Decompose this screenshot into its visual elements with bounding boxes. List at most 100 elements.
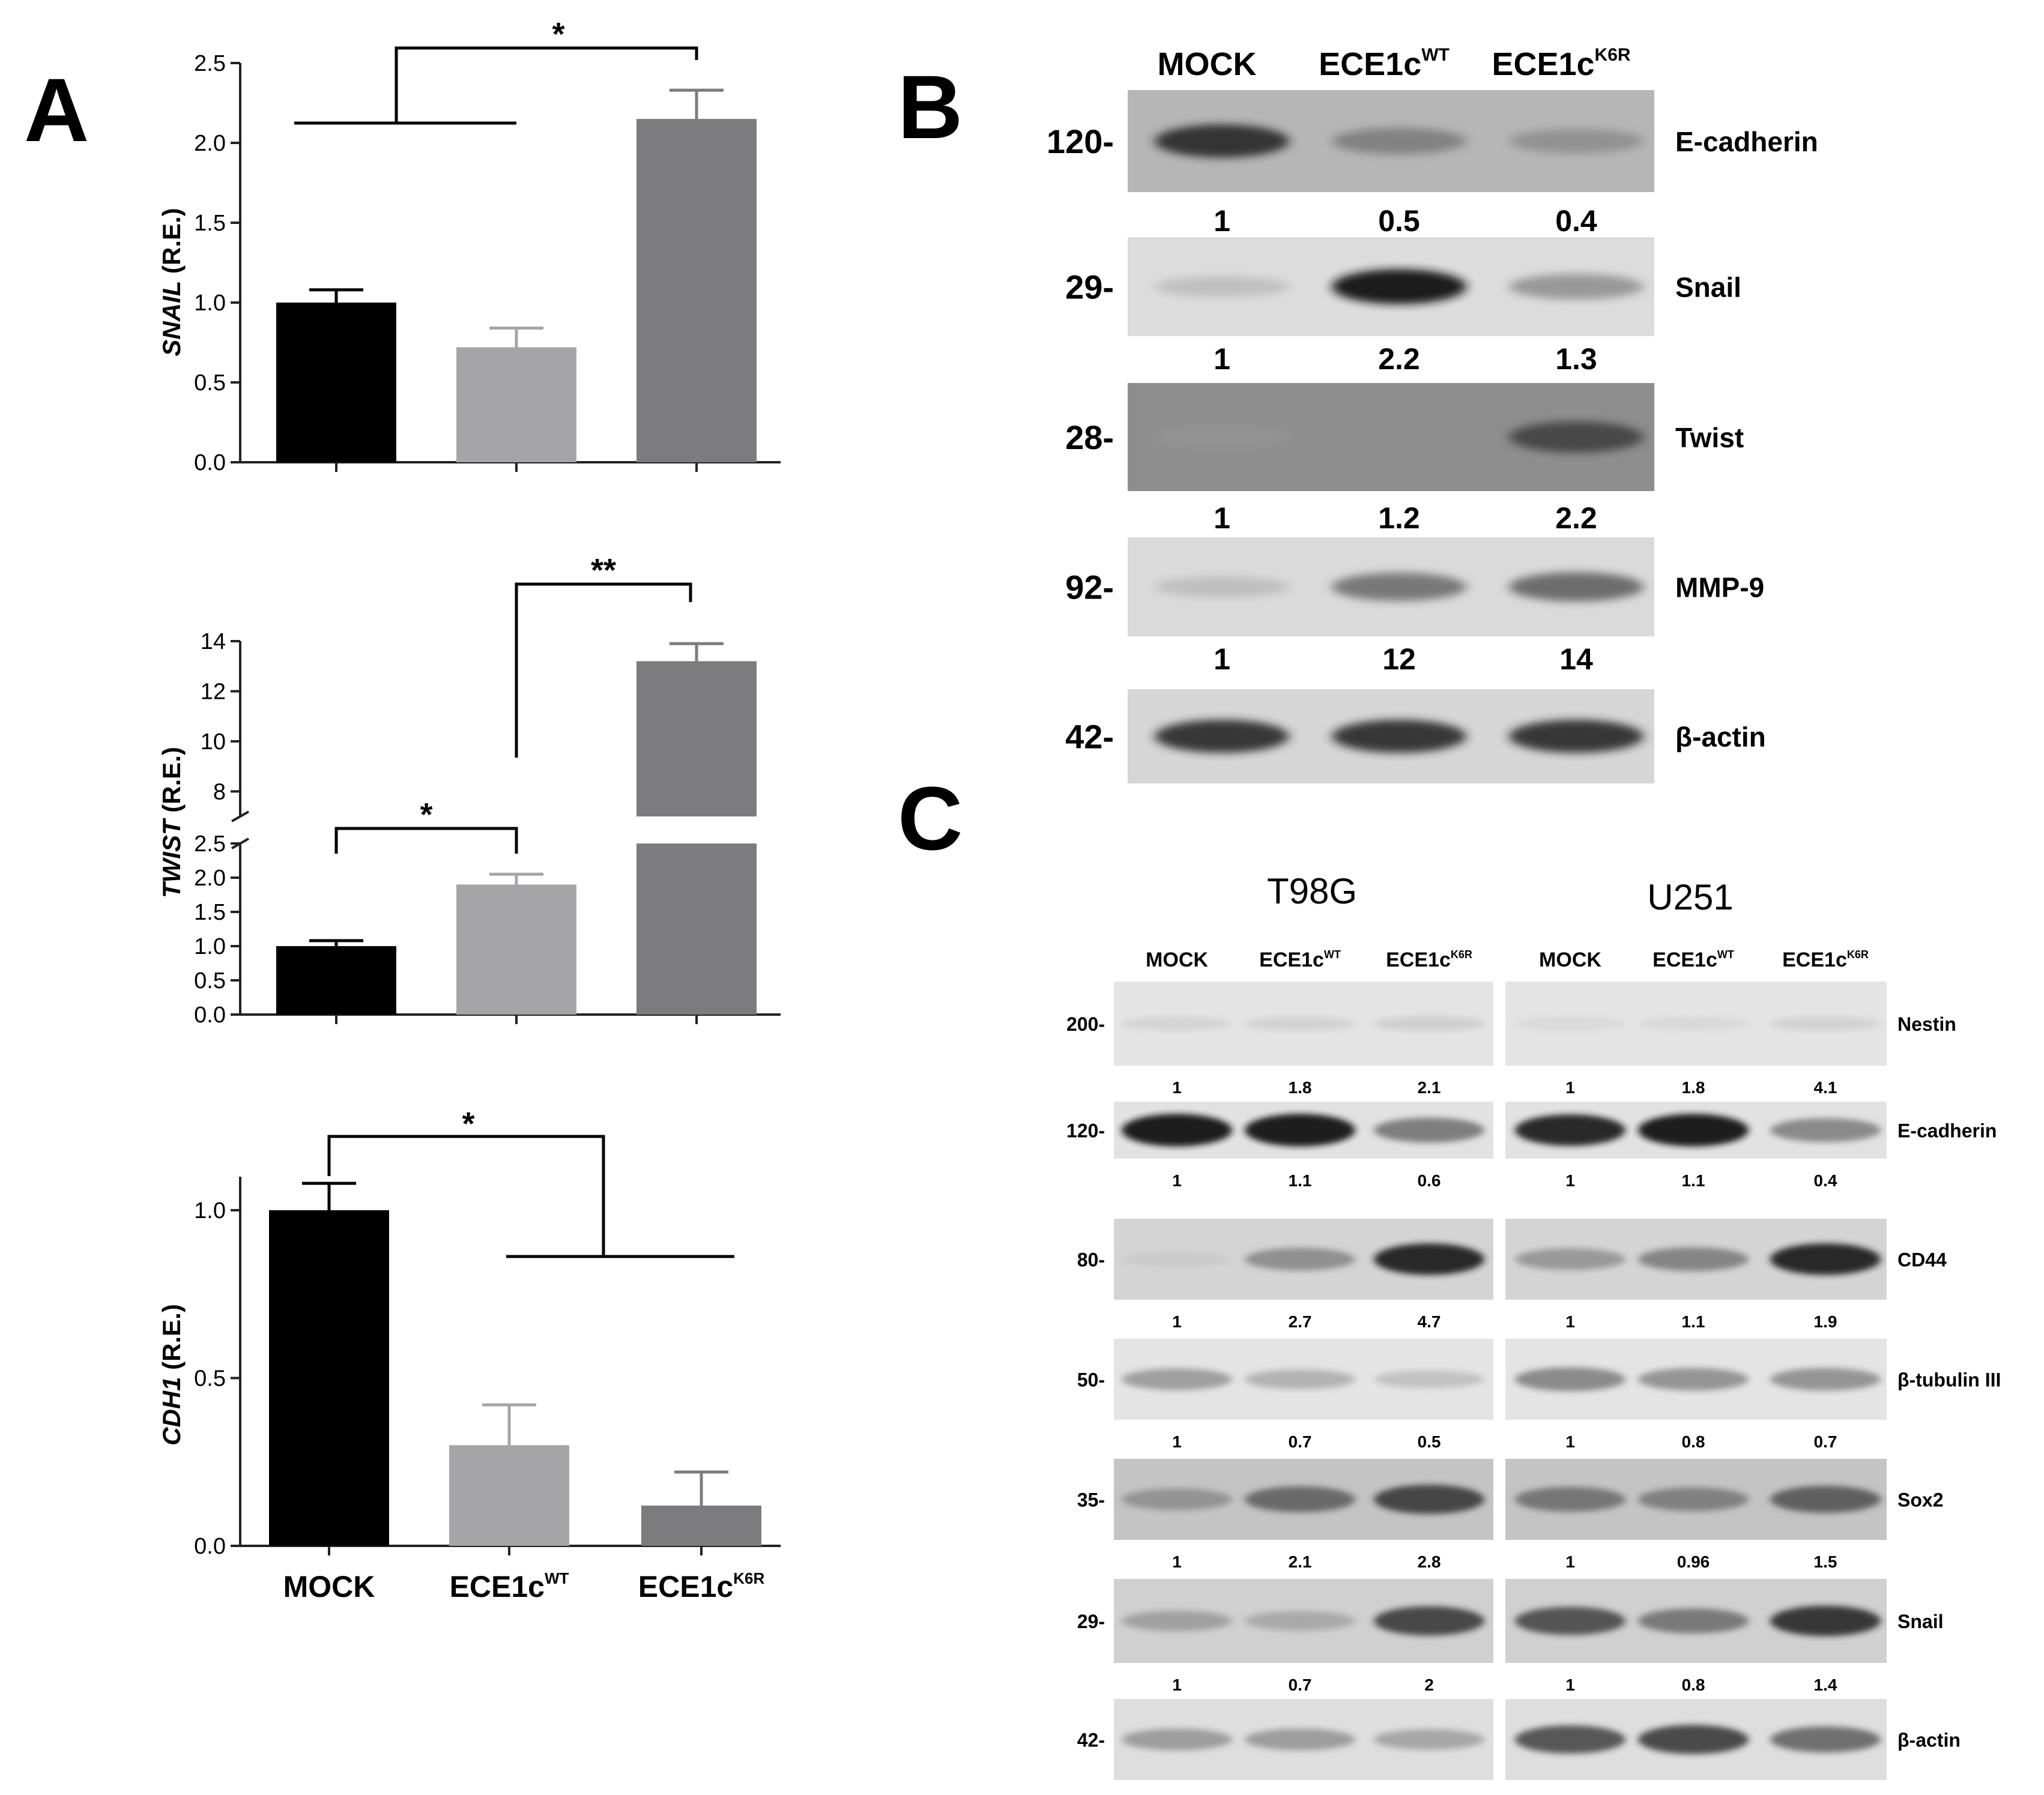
blot-c-band (1515, 1248, 1625, 1270)
blot-c-band (1515, 1486, 1625, 1512)
blot-c-t98g-quant-value: 1.1 (1289, 1171, 1312, 1190)
blot-c-t98g-quant-value: 2.1 (1289, 1552, 1312, 1571)
blot-c-u251-quant-value: 1.9 (1814, 1312, 1837, 1331)
blot-b-lane-wt-text: ECE1c (1319, 46, 1421, 82)
twist-bar-mock (276, 946, 396, 1015)
blot-c-u251-quant-value: 1 (1565, 1676, 1575, 1694)
blot-c-mw-marker: 120- (1066, 1120, 1105, 1142)
blot-c-band (1770, 1243, 1881, 1275)
blot-b-band (1155, 276, 1289, 297)
blot-b-quant-value: 1 (1214, 342, 1230, 376)
twist-sig-star-single: * (420, 797, 432, 833)
blot-b-band (1332, 719, 1466, 753)
blot-b-band (1332, 572, 1466, 602)
snail-y-tick-label: 1.0 (194, 291, 226, 316)
blot-c-u251-quant-value: 1.8 (1682, 1078, 1705, 1097)
blot-c-u251-quant-value: 1.1 (1682, 1312, 1705, 1331)
twist-y-tick-label: 1.0 (194, 934, 226, 959)
blot-c-band (1638, 1608, 1749, 1634)
blot-c-mw-marker: 50- (1077, 1369, 1105, 1391)
cdh1-sig-bracket (327, 1135, 605, 1256)
snail-y-axis-label: SNAIL (R.E.) (157, 208, 186, 356)
snail-bar-chart: SNAIL (R.E.) 0.0 0.5 1.0 1.5 2.0 2.5 * (157, 16, 781, 475)
twist-y-tick-label: 14 (201, 629, 226, 654)
snail-y-tick-label: 0.5 (194, 370, 226, 396)
blot-c-protein-label: β-actin (1897, 1730, 1961, 1751)
panel-label-a: A (24, 59, 89, 160)
x-label-wt: ECE1cWT (450, 1569, 569, 1603)
cdh1-bar-k6r (641, 1505, 761, 1546)
blot-b-band (1155, 426, 1289, 448)
blot-b-protein-label: β-actin (1675, 722, 1766, 753)
blot-b-quant-value: 0.5 (1378, 204, 1420, 238)
twist-bar-chart: TWIST (R.E.) 0.00.51.01.52.02.58101214**… (157, 552, 781, 1028)
blot-b-protein-label: Twist (1675, 422, 1744, 453)
blot-b-band (1332, 426, 1466, 448)
blot-c-lane-sup: K6R (1451, 949, 1472, 961)
blot-c-band (1374, 1117, 1484, 1143)
blot-c-u251-quant-value: 1.4 (1814, 1676, 1837, 1694)
blot-c-protein-label: Nestin (1897, 1013, 1956, 1035)
blot-c-mw-marker: 200- (1066, 1013, 1105, 1035)
blot-c-band (1374, 1606, 1484, 1636)
blot-c-band (1122, 1016, 1232, 1031)
blot-b-band (1155, 719, 1289, 753)
x-label-k6r: ECE1cK6R (638, 1569, 765, 1603)
cdh1-bar-chart: CDH1 (R.E.) 0.0 0.5 1.0 * (157, 1106, 781, 1559)
blot-c-band (1245, 1016, 1355, 1031)
blot-c-lane-text: MOCK (1146, 949, 1208, 971)
twist-ylabel-gene: TWIST (157, 818, 186, 898)
x-category-labels: MOCK ECE1cWT ECE1cK6R (283, 1569, 765, 1603)
blot-c-band (1515, 1114, 1625, 1146)
blot-b-quant-value: 1 (1214, 501, 1230, 535)
blot-c-band (1245, 1369, 1355, 1389)
blot-b-protein-label: Snail (1675, 272, 1741, 303)
blot-b-lane-mock-text: MOCK (1158, 46, 1257, 82)
blot-c-band (1515, 1017, 1625, 1030)
blot-c-u251-quant-value: 0.96 (1677, 1552, 1710, 1571)
blot-c-band (1122, 1114, 1232, 1147)
blot-c-u251-quant-value: 1.5 (1814, 1552, 1837, 1571)
blot-b-band (1155, 124, 1289, 158)
blot-c-lane-text: ECE1c (1386, 949, 1451, 971)
cdh1-ylabel-gene: CDH1 (157, 1377, 186, 1445)
blot-b-quant-value: 1 (1214, 204, 1230, 238)
blot-c-band (1770, 1726, 1881, 1753)
blot-c-u251-quant-value: 1 (1565, 1552, 1575, 1571)
blot-c-mw-marker: 35- (1077, 1489, 1105, 1511)
x-label-k6r-sup: K6R (733, 1569, 764, 1587)
twist-bar-wt (456, 884, 576, 1015)
blot-c-band (1515, 1367, 1625, 1392)
blot-c-t98g-quant-value: 1 (1172, 1552, 1182, 1571)
twist-bar-k6r-upper (636, 661, 757, 816)
blot-c-lane-text: MOCK (1539, 949, 1601, 971)
blot-b-band (1509, 572, 1643, 602)
snail-y-tick-label: 0.0 (194, 450, 226, 475)
blot-c-t98g-quant-value: 2 (1424, 1676, 1434, 1694)
blot-c-t98g-lane-header: ECE1cWT (1259, 949, 1341, 971)
panel-label-c: C (898, 768, 963, 869)
blot-b-mw-marker: 28- (1065, 418, 1114, 456)
x-label-wt-text: ECE1c (450, 1570, 545, 1603)
snail-bar-wt (456, 347, 576, 462)
blot-c-lane-sup: K6R (1847, 949, 1869, 961)
blot-c-band (1638, 1487, 1749, 1512)
blot-c-t98g-quant-value: 0.7 (1289, 1676, 1312, 1694)
blot-c-band (1374, 1371, 1484, 1388)
blot-b-mw-marker: 29- (1065, 268, 1114, 306)
blot-c-u251-lane-header: ECE1cWT (1652, 949, 1734, 971)
twist-y-tick-label: 2.5 (194, 831, 226, 857)
cell-line-u251: U251 (1647, 877, 1733, 917)
blot-b-band (1332, 269, 1466, 304)
twist-bar-k6r-lower (636, 843, 757, 1015)
blot-c-band (1515, 1606, 1625, 1635)
blot-b-lane-k6r: ECE1cK6R (1492, 45, 1630, 82)
blot-b-protein-label: E-cadherin (1675, 126, 1818, 157)
blot-c-band (1122, 1488, 1232, 1510)
blot-b-quant-value: 1.2 (1378, 501, 1420, 535)
blot-c-mw-marker: 80- (1077, 1249, 1105, 1271)
blot-c-u251-quant-value: 0.4 (1814, 1171, 1837, 1190)
blot-c-t98g-lane-header: MOCK (1146, 949, 1208, 971)
blot-b-band (1509, 274, 1643, 300)
blot-c-protein-label: Snail (1897, 1611, 1943, 1632)
